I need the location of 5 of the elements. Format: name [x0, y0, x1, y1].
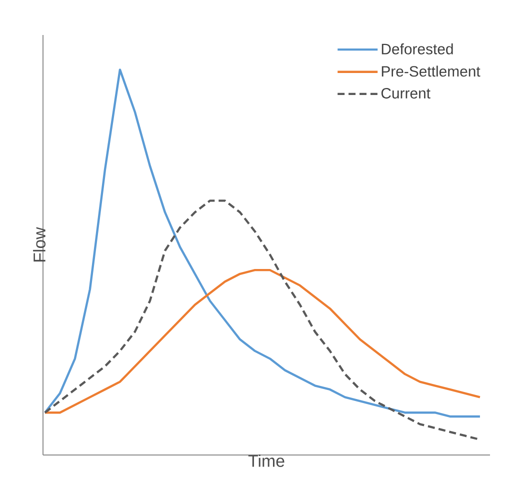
y-axis-title: Flow	[33, 227, 46, 262]
legend-label: Current	[381, 88, 430, 99]
x-axis-title: Time	[248, 454, 284, 467]
legend-label: Pre-Settlement	[382, 66, 480, 77]
legend-label: Deforested	[382, 43, 453, 54]
